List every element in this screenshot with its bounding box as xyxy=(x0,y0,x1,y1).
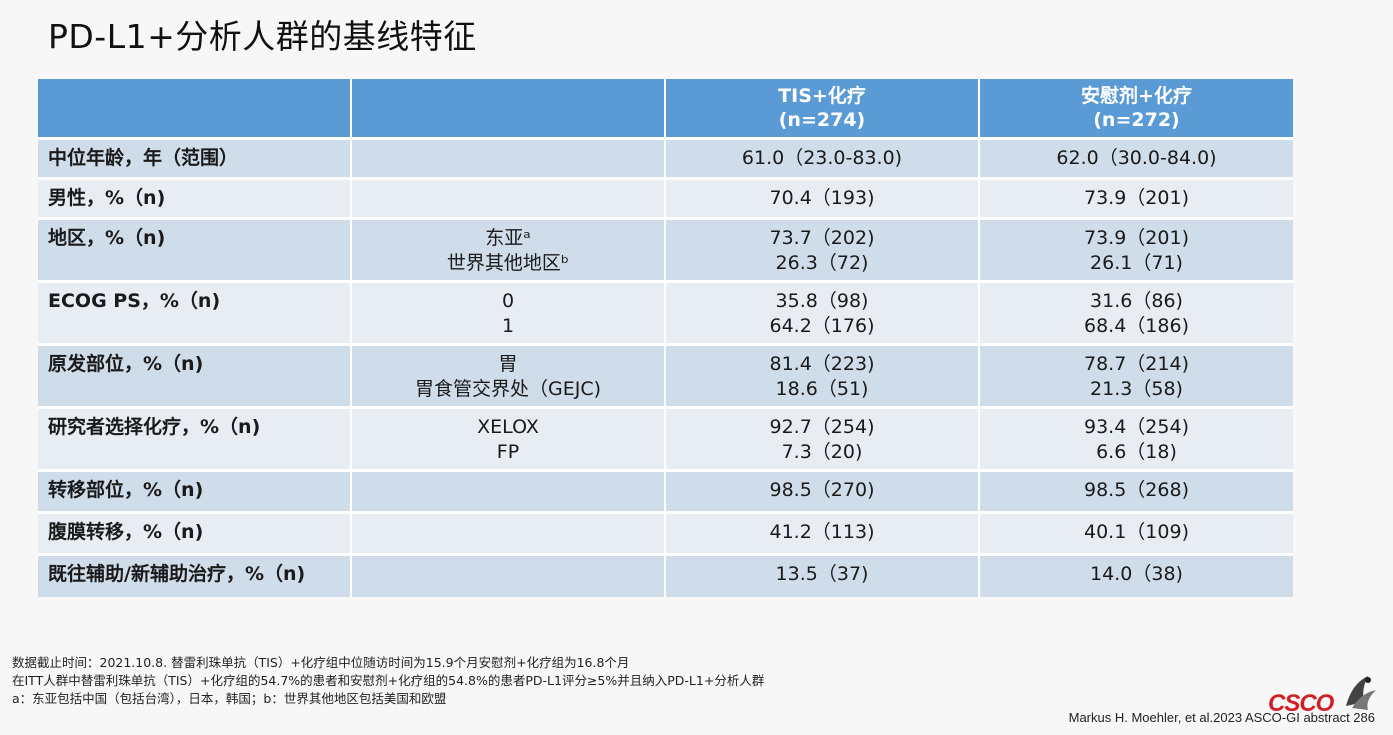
row-subcategory xyxy=(351,137,666,179)
row-placebo-value: 14.0（38) xyxy=(979,553,1293,597)
footnotes: 数据截止时间：2021.10.8. 替雷利珠单抗（TIS）+化疗组中位随访时间为… xyxy=(12,654,764,708)
table-body: 中位年龄，年（范围） 61.0（23.0-83.0) 62.0（30.0-84.0)… xyxy=(38,137,1293,597)
row-placebo-value: 73.9（201) xyxy=(979,177,1293,219)
row-tis-value: 41.2（113) xyxy=(665,511,980,555)
row-label: 研究者选择化疗，%（n) xyxy=(38,406,352,471)
row-tis-value: 70.4（193) xyxy=(665,177,980,219)
row-tis-value-line: 73.7（202) xyxy=(769,227,875,249)
row-tis-value-line: 13.5（37) xyxy=(775,563,869,585)
row-label: 原发部位，%（n) xyxy=(38,343,352,408)
row-subcategory xyxy=(351,177,666,219)
header-blank-1 xyxy=(38,79,352,139)
table-row: ECOG PS，%（n) 0 1 35.8（98) 64.2（176) 31.6（86) 6… xyxy=(38,280,1293,345)
row-placebo-value: 93.4（254) 6.6（18) xyxy=(979,406,1293,471)
table-row: 男性，%（n) 70.4（193) 73.9（201) xyxy=(38,177,1293,219)
row-subcategory-line: 世界其他地区ᵇ xyxy=(446,252,570,274)
table-header-row: TIS+化疗 (n=274) 安慰剂+化疗 (n=272) xyxy=(38,79,1293,139)
row-label: 转移部位，%（n) xyxy=(38,469,352,513)
row-subcategory xyxy=(351,553,666,597)
row-label: 男性，%（n) xyxy=(38,177,352,219)
row-placebo-value: 73.9（201) 26.1（71) xyxy=(979,217,1293,282)
row-placebo-value-line: 21.3（58) xyxy=(1090,378,1183,400)
citation: Markus H. Moehler, et al.2023 ASCO-GI ab… xyxy=(1068,710,1375,725)
row-placebo-value-line: 68.4（186) xyxy=(1084,315,1189,337)
row-subcategory-line: 胃 xyxy=(498,353,518,375)
row-tis-value-line: 26.3（72) xyxy=(775,252,869,274)
header-tis-chemo: TIS+化疗 (n=274) xyxy=(665,79,980,139)
row-label: 地区，%（n) xyxy=(38,217,352,282)
row-label: 中位年龄，年（范围） xyxy=(38,137,352,179)
row-tis-value-line: 98.5（270) xyxy=(769,479,875,501)
csco-logo: CSCO xyxy=(1268,672,1378,724)
row-tis-value-line: 61.0（23.0-83.0) xyxy=(741,147,903,169)
header-placebo-arm: 安慰剂+化疗 xyxy=(1081,85,1192,107)
header-blank-2 xyxy=(351,79,666,139)
row-tis-value-line: 81.4（223) xyxy=(769,353,875,375)
row-placebo-value: 31.6（86) 68.4（186) xyxy=(979,280,1293,345)
row-placebo-value-line: 40.1（109) xyxy=(1084,521,1189,543)
header-tis-n: (n=274) xyxy=(778,109,866,131)
row-tis-value: 81.4（223) 18.6（51) xyxy=(665,343,980,408)
row-tis-value: 92.7（254) 7.3（20) xyxy=(665,406,980,471)
row-tis-value-line: 70.4（193) xyxy=(769,187,875,209)
footnote-cutoff: 数据截止时间：2021.10.8. 替雷利珠单抗（TIS）+化疗组中位随访时间为… xyxy=(12,655,630,670)
row-tis-value-line: 7.3（20) xyxy=(781,441,863,463)
row-tis-value: 61.0（23.0-83.0) xyxy=(665,137,980,179)
row-tis-value-line: 35.8（98) xyxy=(775,290,869,312)
row-subcategory: 东亚ᵃ 世界其他地区ᵇ xyxy=(351,217,666,282)
row-subcategory: 胃胃食管交界处（GEJC) xyxy=(351,343,666,408)
row-placebo-value-line: 73.9（201) xyxy=(1084,187,1189,209)
row-placebo-value: 40.1（109) xyxy=(979,511,1293,555)
table-row: 腹膜转移，%（n) 41.2（113) 40.1（109) xyxy=(38,511,1293,555)
row-tis-value-line: 41.2（113) xyxy=(769,521,875,543)
table-row: 研究者选择化疗，%（n) XELOX FP 92.7（254) 7.3（20) 93.4（… xyxy=(38,406,1293,471)
row-label: 既往辅助/新辅助治疗，%（n) xyxy=(38,553,352,597)
header-placebo-chemo: 安慰剂+化疗 (n=272) xyxy=(979,79,1293,139)
row-tis-value-line: 64.2（176) xyxy=(769,315,875,337)
footnote-itt: 在ITT人群中替雷利珠单抗（TIS）+化疗组的54.7%的患者和安慰剂+化疗组的… xyxy=(12,673,765,688)
row-placebo-value-line: 78.7（214) xyxy=(1084,353,1189,375)
baseline-characteristics-table: TIS+化疗 (n=274) 安慰剂+化疗 (n=272) 中位年龄，年（范围）… xyxy=(38,79,1293,597)
row-subcategory-line: 胃食管交界处（GEJC) xyxy=(414,378,601,400)
row-tis-value: 98.5（270) xyxy=(665,469,980,513)
row-placebo-value-line: 26.1（71) xyxy=(1090,252,1183,274)
table-row: 转移部位，%（n) 98.5（270) 98.5（268) xyxy=(38,469,1293,513)
row-subcategory-line: 东亚ᵃ xyxy=(485,227,531,249)
row-placebo-value-line: 62.0（30.0-84.0) xyxy=(1056,147,1217,169)
row-tis-value: 73.7（202) 26.3（72) xyxy=(665,217,980,282)
row-label: 腹膜转移，%（n) xyxy=(38,511,352,555)
row-placebo-value: 78.7（214) 21.3（58) xyxy=(979,343,1293,408)
table-row: 中位年龄，年（范围） 61.0（23.0-83.0) 62.0（30.0-84.0) xyxy=(38,137,1293,179)
csco-emblem-icon xyxy=(1346,676,1376,710)
table-row: 既往辅助/新辅助治疗，%（n) 13.5（37) 14.0（38) xyxy=(38,553,1293,597)
row-tis-value-line: 18.6（51) xyxy=(775,378,869,400)
row-placebo-value-line: 98.5（268) xyxy=(1084,479,1189,501)
row-subcategory: XELOX FP xyxy=(351,406,666,471)
row-subcategory-line: FP xyxy=(496,441,520,463)
row-placebo-value: 62.0（30.0-84.0) xyxy=(979,137,1293,179)
row-placebo-value-line: 14.0（38) xyxy=(1090,563,1183,585)
row-tis-value: 13.5（37) xyxy=(665,553,980,597)
row-placebo-value-line: 73.9（201) xyxy=(1084,227,1189,249)
row-placebo-value-line: 31.6（86) xyxy=(1090,290,1183,312)
row-tis-value: 35.8（98) 64.2（176) xyxy=(665,280,980,345)
row-subcategory-line: 0 xyxy=(501,290,515,312)
slide-title: PD-L1+分析人群的基线特征 xyxy=(48,17,477,56)
row-subcategory xyxy=(351,511,666,555)
row-label: ECOG PS，%（n) xyxy=(38,280,352,345)
table-row: 原发部位，%（n) 胃胃食管交界处（GEJC) 81.4（223) 18.6（51) 7… xyxy=(38,343,1293,408)
row-placebo-value-line: 93.4（254) xyxy=(1084,416,1189,438)
row-placebo-value-line: 6.6（18) xyxy=(1096,441,1177,463)
row-tis-value-line: 92.7（254) xyxy=(769,416,875,438)
row-subcategory-line: 1 xyxy=(501,315,515,337)
csco-logo-text: CSCO xyxy=(1268,690,1334,717)
row-subcategory-line: XELOX xyxy=(477,416,539,438)
row-subcategory xyxy=(351,469,666,513)
header-tis-arm: TIS+化疗 xyxy=(778,85,866,107)
table-row: 地区，%（n) 东亚ᵃ 世界其他地区ᵇ 73.7（202) 26.3（72) 73.9（2… xyxy=(38,217,1293,282)
footnote-regions: a：东亚包括中国（包括台湾），日本，韩国；b：世界其他地区包括美国和欧盟 xyxy=(12,691,447,706)
row-placebo-value: 98.5（268) xyxy=(979,469,1293,513)
header-placebo-n: (n=272) xyxy=(1093,109,1180,131)
